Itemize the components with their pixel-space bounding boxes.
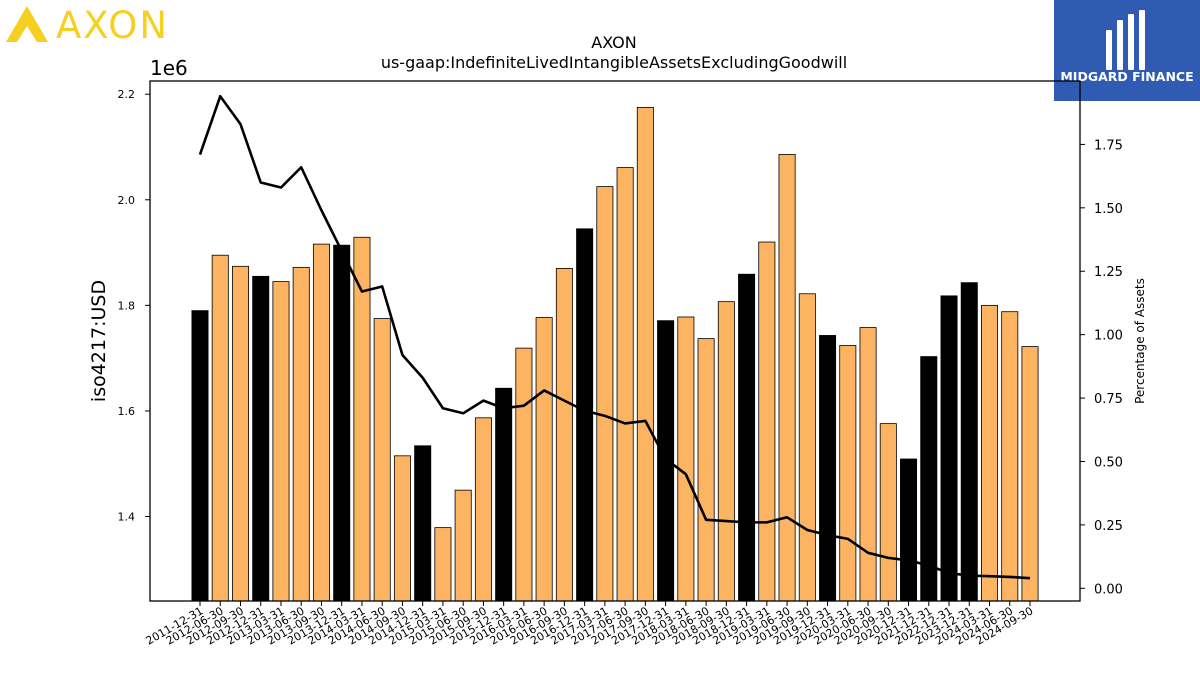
bar-2019-06-30 <box>778 153 796 602</box>
bar-2015-09-30 <box>474 417 492 602</box>
axon-logo-text: AXON <box>56 4 169 47</box>
y-right-tick-label: 1.00 <box>1094 329 1123 344</box>
y-axis-label-right: Percentage of Assets <box>1133 278 1147 404</box>
bar-2014-12-31 <box>414 445 432 602</box>
bar-2019-12-31 <box>819 335 837 602</box>
bar-2020-12-31 <box>900 458 918 602</box>
bar-2020-06-30 <box>859 327 877 602</box>
axon-logo-mark <box>6 6 48 42</box>
bar-2017-03-31 <box>596 186 614 602</box>
bar-2012-12-31 <box>252 275 270 602</box>
bar-2016-03-31 <box>515 347 533 602</box>
bar-2013-06-30 <box>292 266 310 602</box>
y-left-tick-label: 2.2 <box>118 88 136 101</box>
bar-2014-09-30 <box>393 455 411 602</box>
midgard-finance-logo: MIDGARD FINANCE <box>1054 0 1200 101</box>
y-left-tick-label: 1.8 <box>118 299 136 312</box>
bar-2012-06-30 <box>211 254 229 602</box>
bar-2017-12-31 <box>657 320 675 602</box>
y-right-tick-label: 1.25 <box>1094 265 1123 280</box>
midgard-logo-background <box>1054 0 1200 101</box>
chart-title: AXON <box>591 33 636 52</box>
bar-2015-06-30 <box>454 489 472 602</box>
bar-2015-03-31 <box>434 527 452 602</box>
bar-2016-06-30 <box>535 317 553 602</box>
y-axis-right-ticks: 0.00 0.25 0.50 0.75 1.00 1.25 1.50 1.75 <box>1080 138 1123 597</box>
y-axis-label-left: iso4217:USD <box>88 280 110 402</box>
bar-2016-09-30 <box>555 268 573 602</box>
bar-2013-09-30 <box>312 243 330 602</box>
bar-2022-12-31 <box>940 295 958 602</box>
bar-2019-09-30 <box>798 293 816 602</box>
y-left-tick-label: 1.4 <box>118 511 136 524</box>
bar-2024-06-30 <box>1001 311 1019 602</box>
y-axis-left-ticks: 1.4 1.6 1.8 2.0 2.2 <box>118 88 150 524</box>
percentage-of-assets-line <box>198 94 1031 580</box>
y-right-tick-label: 0.00 <box>1094 582 1123 597</box>
bar-2013-12-31 <box>333 244 351 602</box>
bar-2024-03-31 <box>981 304 999 602</box>
bar-series <box>191 106 1039 602</box>
y-right-tick-label: 0.50 <box>1094 455 1123 470</box>
chart-subtitle: us-gaap:IndefiniteLivedIntangibleAssetsE… <box>381 53 847 72</box>
bar-2015-12-31 <box>495 387 513 602</box>
line-series <box>198 94 1031 580</box>
bar-2018-09-30 <box>717 301 735 602</box>
bar-2016-12-31 <box>576 228 594 602</box>
bar-2020-03-31 <box>839 345 857 602</box>
bar-2018-06-30 <box>697 338 715 602</box>
bar-2012-09-30 <box>231 265 249 602</box>
midgard-logo-text: MIDGARD FINANCE <box>1060 69 1193 84</box>
bar-2017-06-30 <box>616 167 634 602</box>
bar-2023-12-31 <box>960 282 978 602</box>
y-left-tick-label: 1.6 <box>118 405 136 418</box>
y-right-tick-label: 0.75 <box>1094 392 1123 407</box>
axon-logo: AXON <box>6 4 169 47</box>
bar-2020-09-30 <box>879 423 897 602</box>
bar-2011-12-31 <box>191 310 209 602</box>
bar-2014-06-30 <box>373 318 391 602</box>
bar-2018-12-31 <box>738 273 756 602</box>
y-right-tick-label: 1.75 <box>1094 138 1123 153</box>
x-axis-ticks: 2011-12-312012-06-302012-09-302012-12-31… <box>144 601 1036 648</box>
y-right-tick-label: 1.50 <box>1094 202 1123 217</box>
y-axis-offset-label: 1e6 <box>150 56 188 80</box>
bar-2013-03-31 <box>272 281 290 602</box>
y-left-tick-label: 2.0 <box>118 194 136 207</box>
bar-2018-03-31 <box>677 316 695 602</box>
y-right-tick-label: 0.25 <box>1094 519 1123 534</box>
bar-2017-09-30 <box>636 106 654 602</box>
bar-2019-03-31 <box>758 241 776 602</box>
bar-2024-09-30 <box>1021 346 1039 602</box>
midgard-emblem-icon <box>1106 10 1145 70</box>
plot-frame <box>149 80 1081 602</box>
